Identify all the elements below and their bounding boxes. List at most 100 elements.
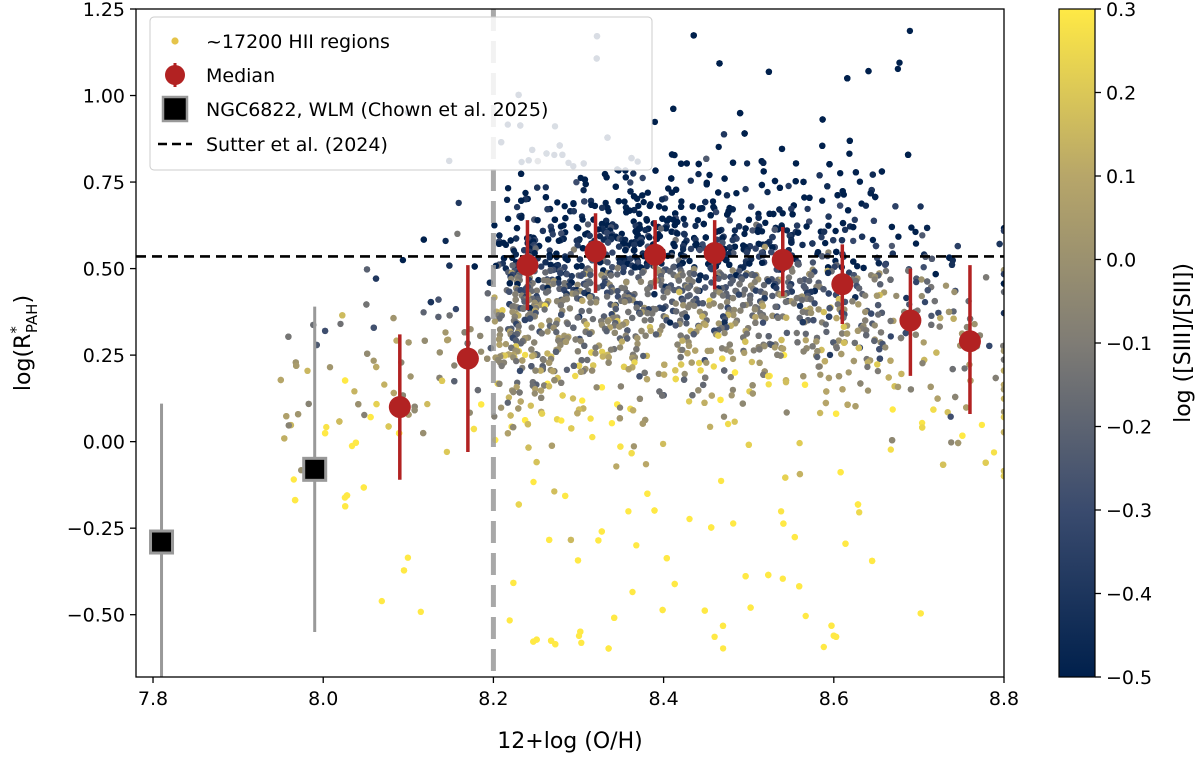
hii-region-point (887, 317, 894, 325)
hii-region-point (622, 174, 629, 181)
hii-region-point (470, 425, 478, 433)
hii-region-point (496, 380, 503, 387)
hii-region-point (754, 228, 762, 236)
hii-region-point (928, 321, 935, 328)
hii-region-point (517, 170, 525, 177)
hii-region-point (622, 247, 629, 254)
hii-region-point (281, 435, 288, 442)
hii-region-point (697, 367, 704, 374)
hii-region-point (677, 332, 684, 339)
hii-region-point (630, 170, 637, 177)
hii-region-point (870, 217, 878, 224)
hii-region-point (651, 291, 658, 298)
hii-region-point (730, 249, 737, 257)
hii-region-point (794, 339, 801, 346)
hii-region-point (719, 645, 727, 652)
hii-region-point (625, 308, 632, 316)
colorbar-tick-label: 0.2 (1106, 83, 1136, 105)
hii-region-point (512, 291, 519, 298)
x-tick-label: 8.8 (989, 688, 1019, 710)
hii-region-point (933, 349, 940, 356)
hii-region-point (788, 239, 795, 246)
hii-region-point (399, 256, 407, 264)
hii-region-point (871, 337, 878, 345)
hii-region-point (636, 373, 643, 380)
hii-region-point (811, 300, 818, 307)
hii-region-point (304, 367, 311, 374)
hii-region-point (959, 432, 966, 439)
hii-region-point (752, 287, 760, 294)
hii-region-point (657, 225, 665, 232)
hii-region-point (876, 346, 883, 353)
hii-region-point (633, 542, 640, 549)
hii-region-point (936, 323, 943, 330)
plot-frame (135, 8, 1005, 678)
hii-region-point (517, 340, 525, 347)
hii-region-point (538, 263, 545, 270)
hii-region-point (671, 151, 678, 159)
hii-region-point (435, 313, 442, 321)
hii-region-point (495, 240, 503, 247)
hii-region-point (791, 533, 798, 541)
hii-region-point (615, 198, 622, 205)
hii-region-point (800, 178, 807, 186)
hii-region-point (587, 271, 594, 278)
hii-region-point (542, 289, 550, 296)
hii-region-point (818, 234, 825, 241)
hii-region-point (730, 306, 738, 314)
hii-region-point (644, 286, 651, 293)
hii-region-point (659, 392, 666, 399)
hii-region-point (633, 346, 640, 353)
hii-region-point (888, 437, 896, 444)
hii-region-point (712, 208, 720, 216)
hii-region-point (852, 403, 859, 410)
hii-region-point (864, 359, 871, 366)
hii-region-point (795, 261, 802, 268)
hii-region-point (544, 277, 551, 284)
hii-region-point (688, 359, 695, 366)
hii-region-point (799, 319, 806, 326)
hii-region-point (679, 297, 687, 304)
hii-region-point (641, 369, 648, 376)
hii-region-point (982, 459, 989, 466)
hii-region-point (1000, 386, 1004, 393)
y-tick-label: 1.25 (83, 0, 125, 21)
hii-region-point (896, 59, 903, 66)
hii-region-point (832, 227, 839, 235)
hii-region-point (768, 248, 775, 256)
hii-region-point (982, 274, 990, 281)
hii-region-point (553, 298, 561, 305)
hii-region-point (820, 286, 827, 293)
hii-region-point (512, 296, 519, 303)
hii-region-point (305, 400, 312, 408)
hii-region-point (855, 344, 862, 352)
hii-region-point (341, 377, 349, 384)
legend-marker-hii-regions (171, 37, 179, 45)
hii-region-point (630, 247, 637, 254)
hii-region-point (528, 346, 535, 353)
hii-region-point (442, 237, 449, 245)
hii-region-point (502, 241, 510, 248)
hii-region-point (342, 503, 349, 510)
hii-region-point (947, 413, 954, 420)
hii-region-point (614, 271, 621, 278)
hii-region-point (819, 253, 826, 260)
hii-region-point (537, 367, 544, 374)
hii-region-point (652, 331, 660, 338)
hii-region-point (825, 213, 832, 220)
hii-region-point (731, 369, 739, 376)
hii-region-point (828, 622, 835, 629)
hii-region-point (1000, 356, 1004, 363)
hii-region-point (435, 296, 442, 303)
hii-region-point (854, 501, 862, 508)
x-axis-ticks: 7.8 8.0 8.2 8.4 8.6 8.8 (138, 677, 1019, 710)
hii-region-point (736, 109, 744, 117)
hii-region-point (888, 223, 896, 231)
hii-region-point (672, 210, 679, 217)
hii-region-point (323, 423, 330, 431)
hii-region-point (708, 392, 715, 399)
y-tick-label: −0.50 (67, 605, 125, 627)
hii-region-point (838, 237, 846, 244)
hii-region-point (833, 248, 840, 256)
hii-region-point (659, 606, 666, 614)
